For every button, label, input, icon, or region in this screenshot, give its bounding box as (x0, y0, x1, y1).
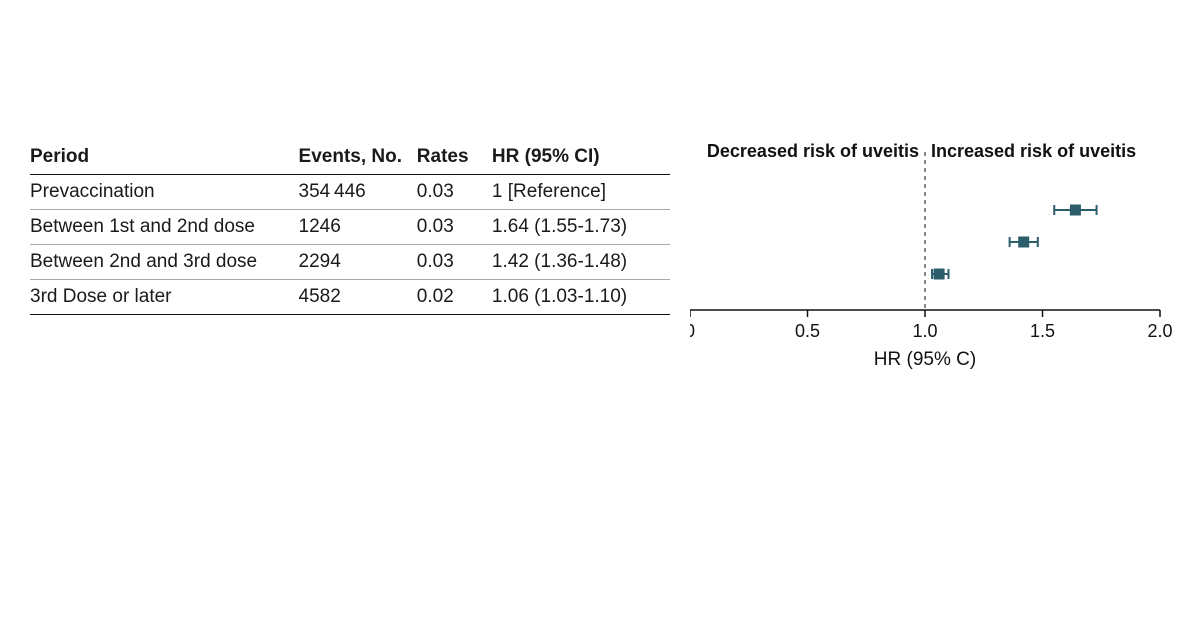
header-period: Period (30, 140, 299, 175)
forest-plot-figure: Period Events, No. Rates HR (95% CI) Pre… (0, 0, 1200, 628)
cell-events: 354 446 (299, 175, 417, 210)
point-estimate-marker (1019, 237, 1029, 247)
x-tick-label: 1.0 (912, 321, 937, 341)
forest-svg: Decreased risk of uveitis Increased risk … (690, 140, 1190, 400)
cell-period: Between 1st and 2nd dose (30, 210, 299, 245)
cell-period: 3rd Dose or later (30, 280, 299, 315)
cell-rates: 0.03 (417, 245, 492, 280)
data-table: Period Events, No. Rates HR (95% CI) Pre… (30, 140, 690, 628)
x-tick-label: 2.0 (1147, 321, 1172, 341)
cell-rates: 0.02 (417, 280, 492, 315)
cell-events: 4582 (299, 280, 417, 315)
header-events: Events, No. (299, 140, 417, 175)
table-row: Between 1st and 2nd dose 1246 0.03 1.64 … (30, 210, 670, 245)
table-row: 3rd Dose or later 4582 0.02 1.06 (1.03-1… (30, 280, 670, 315)
cell-events: 1246 (299, 210, 417, 245)
forest-plot: Decreased risk of uveitis Increased risk … (690, 140, 1190, 440)
header-hr: HR (95% CI) (492, 140, 670, 175)
x-tick-label: 0.5 (795, 321, 820, 341)
header-row: Period Events, No. Rates HR (95% CI) (30, 140, 670, 175)
table-row: Prevaccination 354 446 0.03 1 [Reference… (30, 175, 670, 210)
x-axis-title: HR (95% C) (874, 349, 976, 370)
label-decreased-risk: Decreased risk of uveitis (707, 141, 919, 161)
label-increased-risk: Increased risk of uveitis (931, 141, 1136, 161)
cell-rates: 0.03 (417, 175, 492, 210)
cell-hr: 1.64 (1.55-1.73) (492, 210, 670, 245)
cell-period: Between 2nd and 3rd dose (30, 245, 299, 280)
header-rates: Rates (417, 140, 492, 175)
cell-period: Prevaccination (30, 175, 299, 210)
cell-events: 2294 (299, 245, 417, 280)
cell-hr: 1.06 (1.03-1.10) (492, 280, 670, 315)
cell-hr: 1 [Reference] (492, 175, 670, 210)
hr-table: Period Events, No. Rates HR (95% CI) Pre… (30, 140, 670, 315)
point-estimate-marker (1070, 205, 1080, 215)
x-tick-label: 1.5 (1030, 321, 1055, 341)
x-tick-label: 0 (690, 321, 695, 341)
table-row: Between 2nd and 3rd dose 2294 0.03 1.42 … (30, 245, 670, 280)
cell-hr: 1.42 (1.36-1.48) (492, 245, 670, 280)
cell-rates: 0.03 (417, 210, 492, 245)
point-estimate-marker (934, 269, 944, 279)
